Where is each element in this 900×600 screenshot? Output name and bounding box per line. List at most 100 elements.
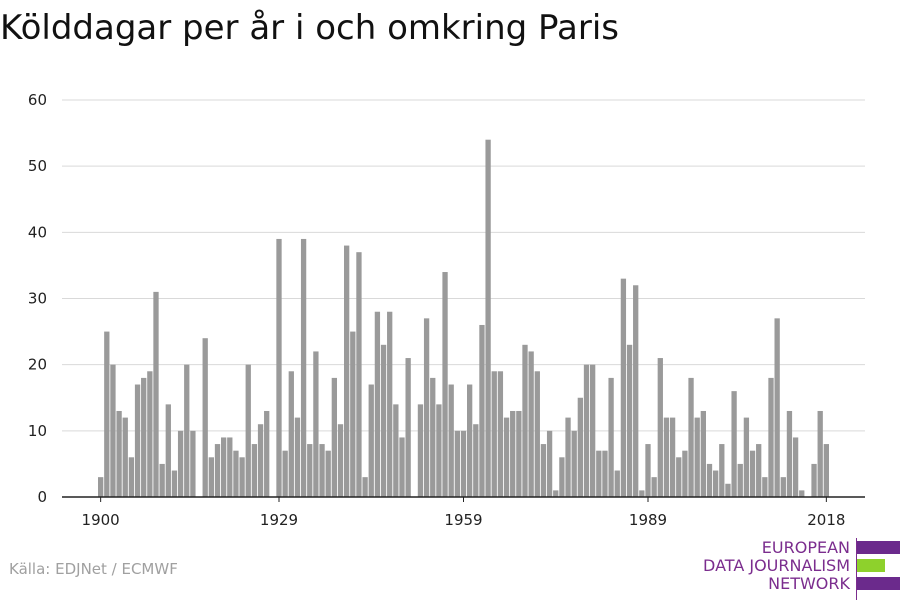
gridlines <box>62 99 865 432</box>
bar-1903 <box>116 410 122 497</box>
bar-1998 <box>700 410 706 497</box>
x-tick-label: 1989 <box>629 511 667 529</box>
bar-1937 <box>325 450 331 497</box>
bar-1968 <box>516 410 522 497</box>
bar-1993 <box>669 417 676 497</box>
bar-1935 <box>313 351 319 497</box>
bar-1930 <box>282 450 288 497</box>
bar-1954 <box>430 377 436 497</box>
bar-2011 <box>780 477 786 497</box>
bar-1907 <box>141 377 147 497</box>
bar-1900 <box>98 477 104 497</box>
y-tick-label: 0 <box>37 488 47 506</box>
bar-1991 <box>657 358 663 497</box>
bar-1964 <box>491 371 497 497</box>
edjnet-logo: EUROPEAN DATA JOURNALISM NETWORK <box>700 538 900 600</box>
bar-2016 <box>811 463 817 497</box>
bar-1984 <box>614 470 620 497</box>
bar-1982 <box>602 450 608 497</box>
logo-line-1: EUROPEAN <box>761 538 850 557</box>
bar-1997 <box>694 417 700 497</box>
bar-1919 <box>214 444 221 497</box>
y-tick-label: 10 <box>28 422 47 440</box>
bar-1992 <box>663 417 670 497</box>
source-note: Källa: EDJNet / ECMWF <box>9 560 178 578</box>
bar-1932 <box>294 417 301 497</box>
bar-1938 <box>331 377 337 497</box>
bar-1949 <box>399 437 405 497</box>
bar-1953 <box>423 318 430 497</box>
bar-2013 <box>792 437 799 497</box>
bar-1959 <box>460 430 467 497</box>
bar-1962 <box>479 324 485 497</box>
bar-1905 <box>128 457 135 497</box>
bar-1915 <box>190 430 196 497</box>
bar-2017 <box>817 410 823 497</box>
bar-2007 <box>756 444 762 497</box>
bar-1936 <box>319 444 325 497</box>
bar-2003 <box>731 391 737 497</box>
bar-1988 <box>639 490 645 497</box>
bar-2002 <box>725 483 731 497</box>
bar-2012 <box>786 410 793 497</box>
bar-2006 <box>749 450 756 497</box>
bar-2018 <box>823 444 829 497</box>
chart-title: Kölddagar per år i och omkring Paris <box>0 8 619 48</box>
bar-1926 <box>257 424 264 497</box>
bar-2014 <box>799 490 805 497</box>
bar-1977 <box>571 430 577 497</box>
bar-1941 <box>350 331 356 497</box>
y-tick-label: 40 <box>28 223 47 241</box>
x-tick-label: 1929 <box>260 511 298 529</box>
bar-1973 <box>546 430 553 497</box>
bar-1927 <box>264 410 270 497</box>
bar-1981 <box>596 450 602 497</box>
logo-bar-top <box>857 541 900 554</box>
bar-1920 <box>221 437 227 497</box>
bar-1971 <box>534 371 540 497</box>
y-tick-label: 20 <box>28 356 47 374</box>
y-tick-label: 60 <box>28 91 47 109</box>
logo-bar-middle <box>857 559 885 572</box>
bar-1963 <box>485 139 491 497</box>
bar-1923 <box>239 457 245 497</box>
bar-1952 <box>417 404 424 497</box>
bar-2009 <box>768 377 774 497</box>
bar-1987 <box>633 285 639 497</box>
bar-1908 <box>147 371 153 497</box>
bar-1933 <box>300 238 307 497</box>
y-tick-label: 50 <box>28 157 47 175</box>
bar-1942 <box>356 252 362 497</box>
bar-1960 <box>467 384 473 497</box>
bar-1978 <box>577 397 583 497</box>
bar-1957 <box>448 384 454 497</box>
bar-2010 <box>774 318 780 497</box>
bar-1979 <box>583 364 590 497</box>
bar-1939 <box>337 424 344 497</box>
bar-1902 <box>110 364 116 497</box>
bar-1980 <box>590 364 596 497</box>
bar-1945 <box>374 311 381 497</box>
bar-1994 <box>676 457 682 497</box>
logo-bar-bottom <box>857 577 900 590</box>
bar-1974 <box>553 490 559 497</box>
bar-1904 <box>122 417 128 497</box>
bar-1961 <box>473 424 479 497</box>
bar-1913 <box>177 430 184 497</box>
x-tick-label: 1900 <box>82 511 120 529</box>
bar-1947 <box>387 311 393 497</box>
y-tick-label: 30 <box>28 290 47 308</box>
bar-1944 <box>368 384 374 497</box>
bar-1983 <box>608 377 614 497</box>
bar-1921 <box>227 437 233 497</box>
logo-divider <box>856 538 857 600</box>
y-axis-tick-labels: 0 10 20 30 40 50 60 <box>28 91 47 506</box>
bar-1967 <box>510 410 516 497</box>
bar-1929 <box>276 238 282 497</box>
bar-1995 <box>682 450 688 497</box>
bar-1901 <box>104 331 110 497</box>
bar-1965 <box>497 371 504 497</box>
bar-1918 <box>208 457 214 497</box>
bar-1990 <box>651 477 657 497</box>
